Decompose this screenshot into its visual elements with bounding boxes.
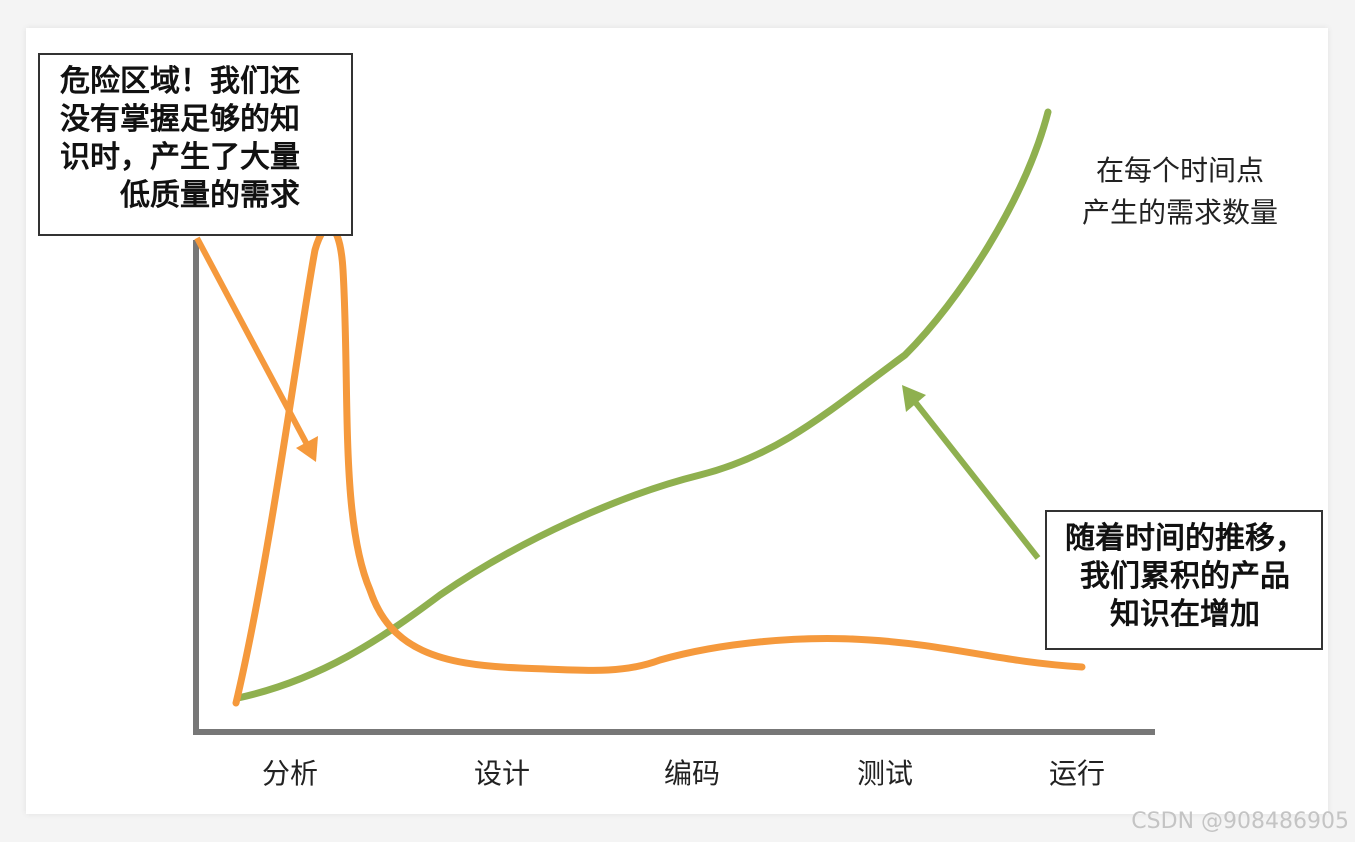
knowledge-pointer-arrow (909, 396, 1041, 560)
watermark: CSDN @908486905 (1131, 809, 1349, 834)
knowledge-line-2: 我们累积的产品 (1080, 559, 1290, 594)
danger-pointer-arrow (194, 236, 314, 454)
danger-line-3: 识时，产生了大量 (60, 140, 300, 175)
stage-coding: 编码 (663, 757, 721, 790)
danger-line-1: 危险区域！我们还 (60, 64, 300, 99)
knowledge-line-3: 知识在增加 (1110, 597, 1260, 632)
knowledge-line-1: 随着时间的推移， (1065, 521, 1305, 556)
stage-design: 设计 (473, 757, 531, 790)
requirements-curve (232, 224, 1086, 707)
knowledge-callout: 随着时间的推移， 我们累积的产品 知识在增加 (1045, 510, 1323, 650)
stage-testing: 测试 (856, 757, 914, 790)
danger-arrow-head (296, 436, 318, 462)
knowledge-arrow-head (902, 385, 926, 412)
danger-zone-callout: 危险区域！我们还 没有掌握足够的知 识时，产生了大量 低质量的需求 (38, 53, 353, 236)
curve-label-line-2: 产生的需求数量 (1081, 196, 1278, 229)
stage-analysis: 分析 (261, 757, 319, 790)
danger-line-2: 没有掌握足够的知 (60, 102, 300, 137)
danger-line-4: 低质量的需求 (120, 178, 300, 213)
knowledge-curve (234, 108, 1052, 702)
curve-label: 在每个时间点 产生的需求数量 (1055, 150, 1305, 234)
curve-label-line-1: 在每个时间点 (1095, 154, 1264, 187)
stage-operation: 运行 (1048, 757, 1106, 790)
